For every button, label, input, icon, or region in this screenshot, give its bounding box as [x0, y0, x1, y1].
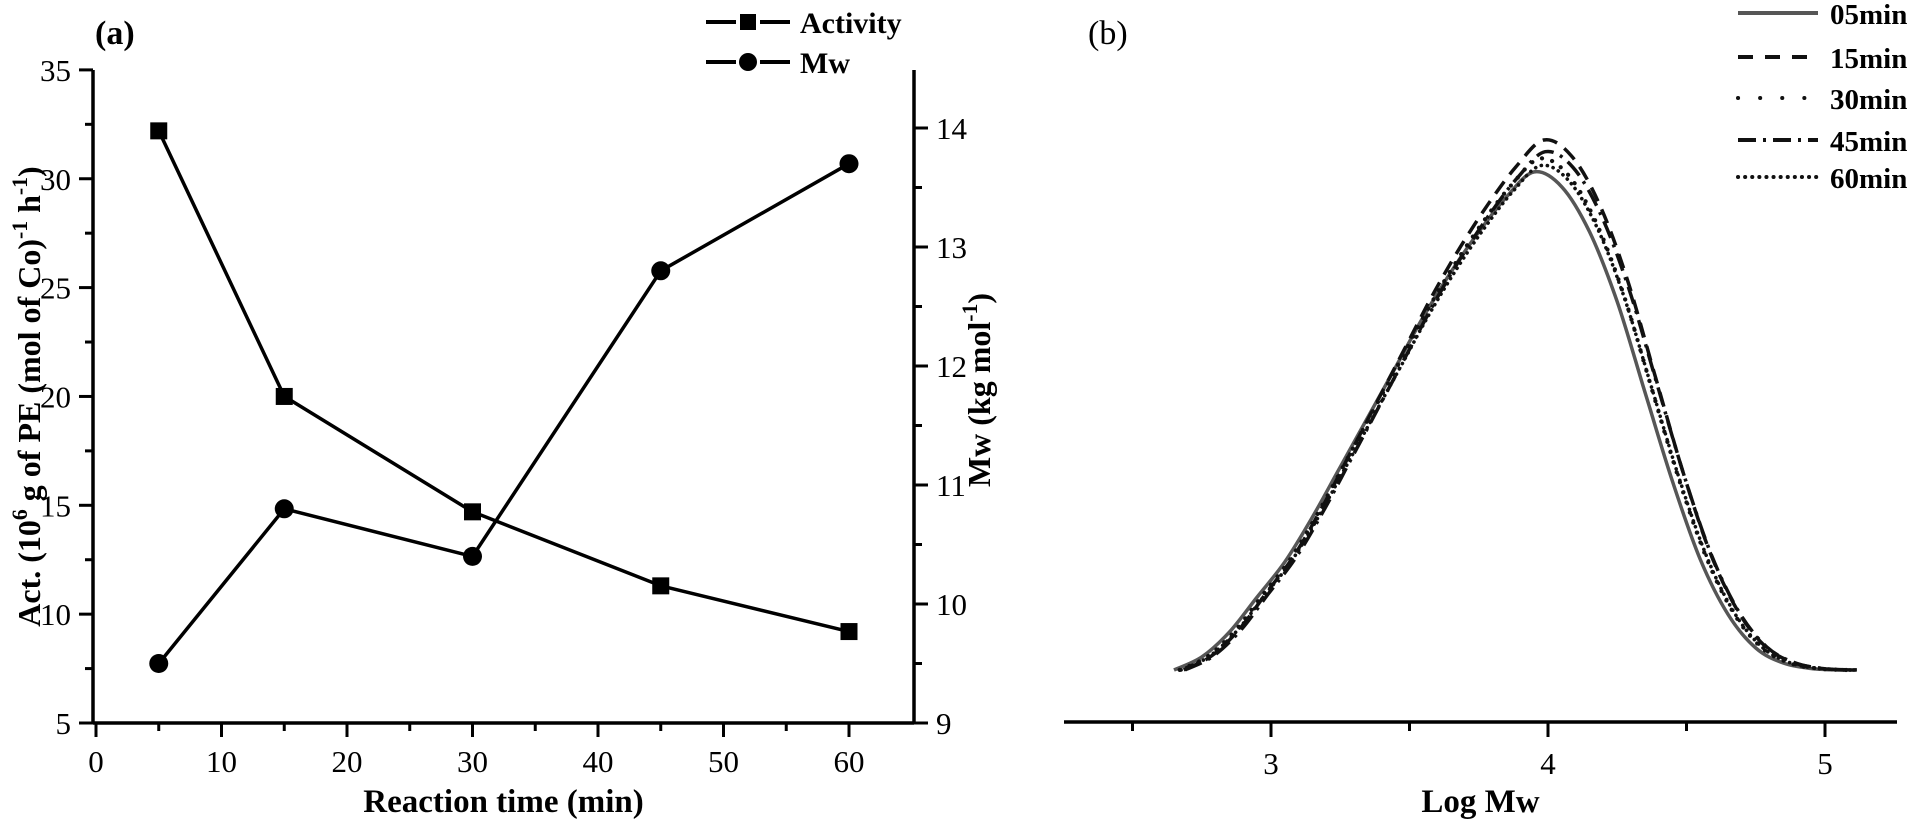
activity-data-point-square: [150, 122, 168, 140]
gpc-curve-15min: [1182, 137, 1857, 672]
gpc-curve-60min: [1179, 163, 1856, 672]
mw-series-line: [157, 162, 850, 665]
gpc-curve-30min: [1177, 156, 1855, 673]
y-left-tick-label: 10: [40, 597, 71, 632]
x-tick-label: 20: [332, 744, 363, 779]
y-right-tick-label: 10: [936, 587, 967, 622]
axis-title-part: -1: [958, 304, 982, 322]
panel-b: 3 4 5 Log Mw (b) 05min 15min 30min 45min 60min: [1064, 0, 1907, 820]
legend-item-label: Mw: [800, 47, 850, 80]
x-tick-label: 5: [1817, 746, 1833, 781]
x-tick-label: 50: [708, 744, 739, 779]
axis-title-part: ): [961, 293, 997, 304]
y-left-tick-label: 15: [40, 488, 71, 523]
activity-series-line: [157, 130, 850, 634]
activity-data-point-square: [275, 387, 293, 405]
y-left-tick-label: 20: [40, 379, 71, 414]
mw-data-point-circle: [651, 261, 671, 281]
axis-title-part: Act. (10: [11, 520, 47, 627]
panel-a-label: (a): [95, 15, 135, 52]
axis-title-part: Mw (kg mol: [961, 322, 997, 487]
mw-data-point-circle: [463, 546, 482, 566]
gpc-curve-45min: [1184, 149, 1859, 672]
y-left-tick-label: 35: [40, 53, 71, 88]
legend-square-marker-icon: [740, 14, 756, 30]
activity-data-point-square: [464, 503, 481, 521]
mw-data-point-circle: [274, 499, 294, 519]
x-tick-label: 60: [834, 744, 865, 779]
x-tick-label: 3: [1263, 746, 1279, 781]
axis-title-part: ): [11, 166, 47, 177]
x-tick-label: 0: [88, 744, 104, 779]
x-tick-label: 10: [206, 744, 237, 779]
legend-item-label: 15min: [1830, 43, 1907, 75]
y-right-axis-title: Mw (kg mol-1): [958, 293, 997, 487]
axis-title-part: -1: [8, 177, 32, 195]
y-right-tick-label: 12: [936, 349, 967, 384]
x-axis-title: Reaction time (min): [363, 784, 643, 820]
gpc-curve-05min: [1173, 169, 1848, 672]
legend-circle-marker-icon: [739, 53, 757, 71]
y-left-tick-label: 5: [56, 706, 72, 741]
panel-b-label: (b): [1088, 15, 1128, 52]
legend-item-label: 60min: [1830, 163, 1907, 195]
y-right-tick-label: 13: [936, 230, 967, 265]
y-right-tick-label: 11: [936, 468, 966, 503]
activity-data-point-square: [652, 577, 670, 595]
axis-title-part: -1: [8, 221, 32, 239]
y-left-tick-label: 25: [40, 271, 71, 306]
x-tick-label: 4: [1540, 746, 1556, 781]
activity-data-point-square: [840, 623, 858, 641]
y-right-tick-label: 14: [936, 111, 968, 146]
axis-title-part: g of PE (mol of Co): [11, 239, 47, 509]
y-left-axis-title: Act. (106 g of PE (mol of Co)-1 h-1): [8, 166, 47, 626]
legend-item-label: 30min: [1830, 84, 1907, 116]
x-tick-label: 40: [583, 744, 614, 779]
x-tick-label: 30: [457, 744, 488, 779]
legend-item-label: 45min: [1830, 126, 1907, 158]
legend-item-label: 05min: [1830, 0, 1907, 31]
y-left-tick-label: 30: [40, 162, 71, 197]
legend-item-label: Activity: [800, 7, 902, 40]
axis-title-part: h: [11, 195, 47, 221]
panel-a: 5 10 15 20 25 30 35 9 10 11 12 13 14 0 10 20 30 40 50 60 Rea…: [8, 7, 997, 820]
x-axis-title: Log Mw: [1421, 784, 1539, 820]
axis-title-part: 6: [8, 509, 32, 520]
mw-data-point-circle: [839, 154, 859, 174]
y-right-tick-label: 9: [936, 706, 952, 741]
mw-data-point-circle: [149, 654, 169, 673]
